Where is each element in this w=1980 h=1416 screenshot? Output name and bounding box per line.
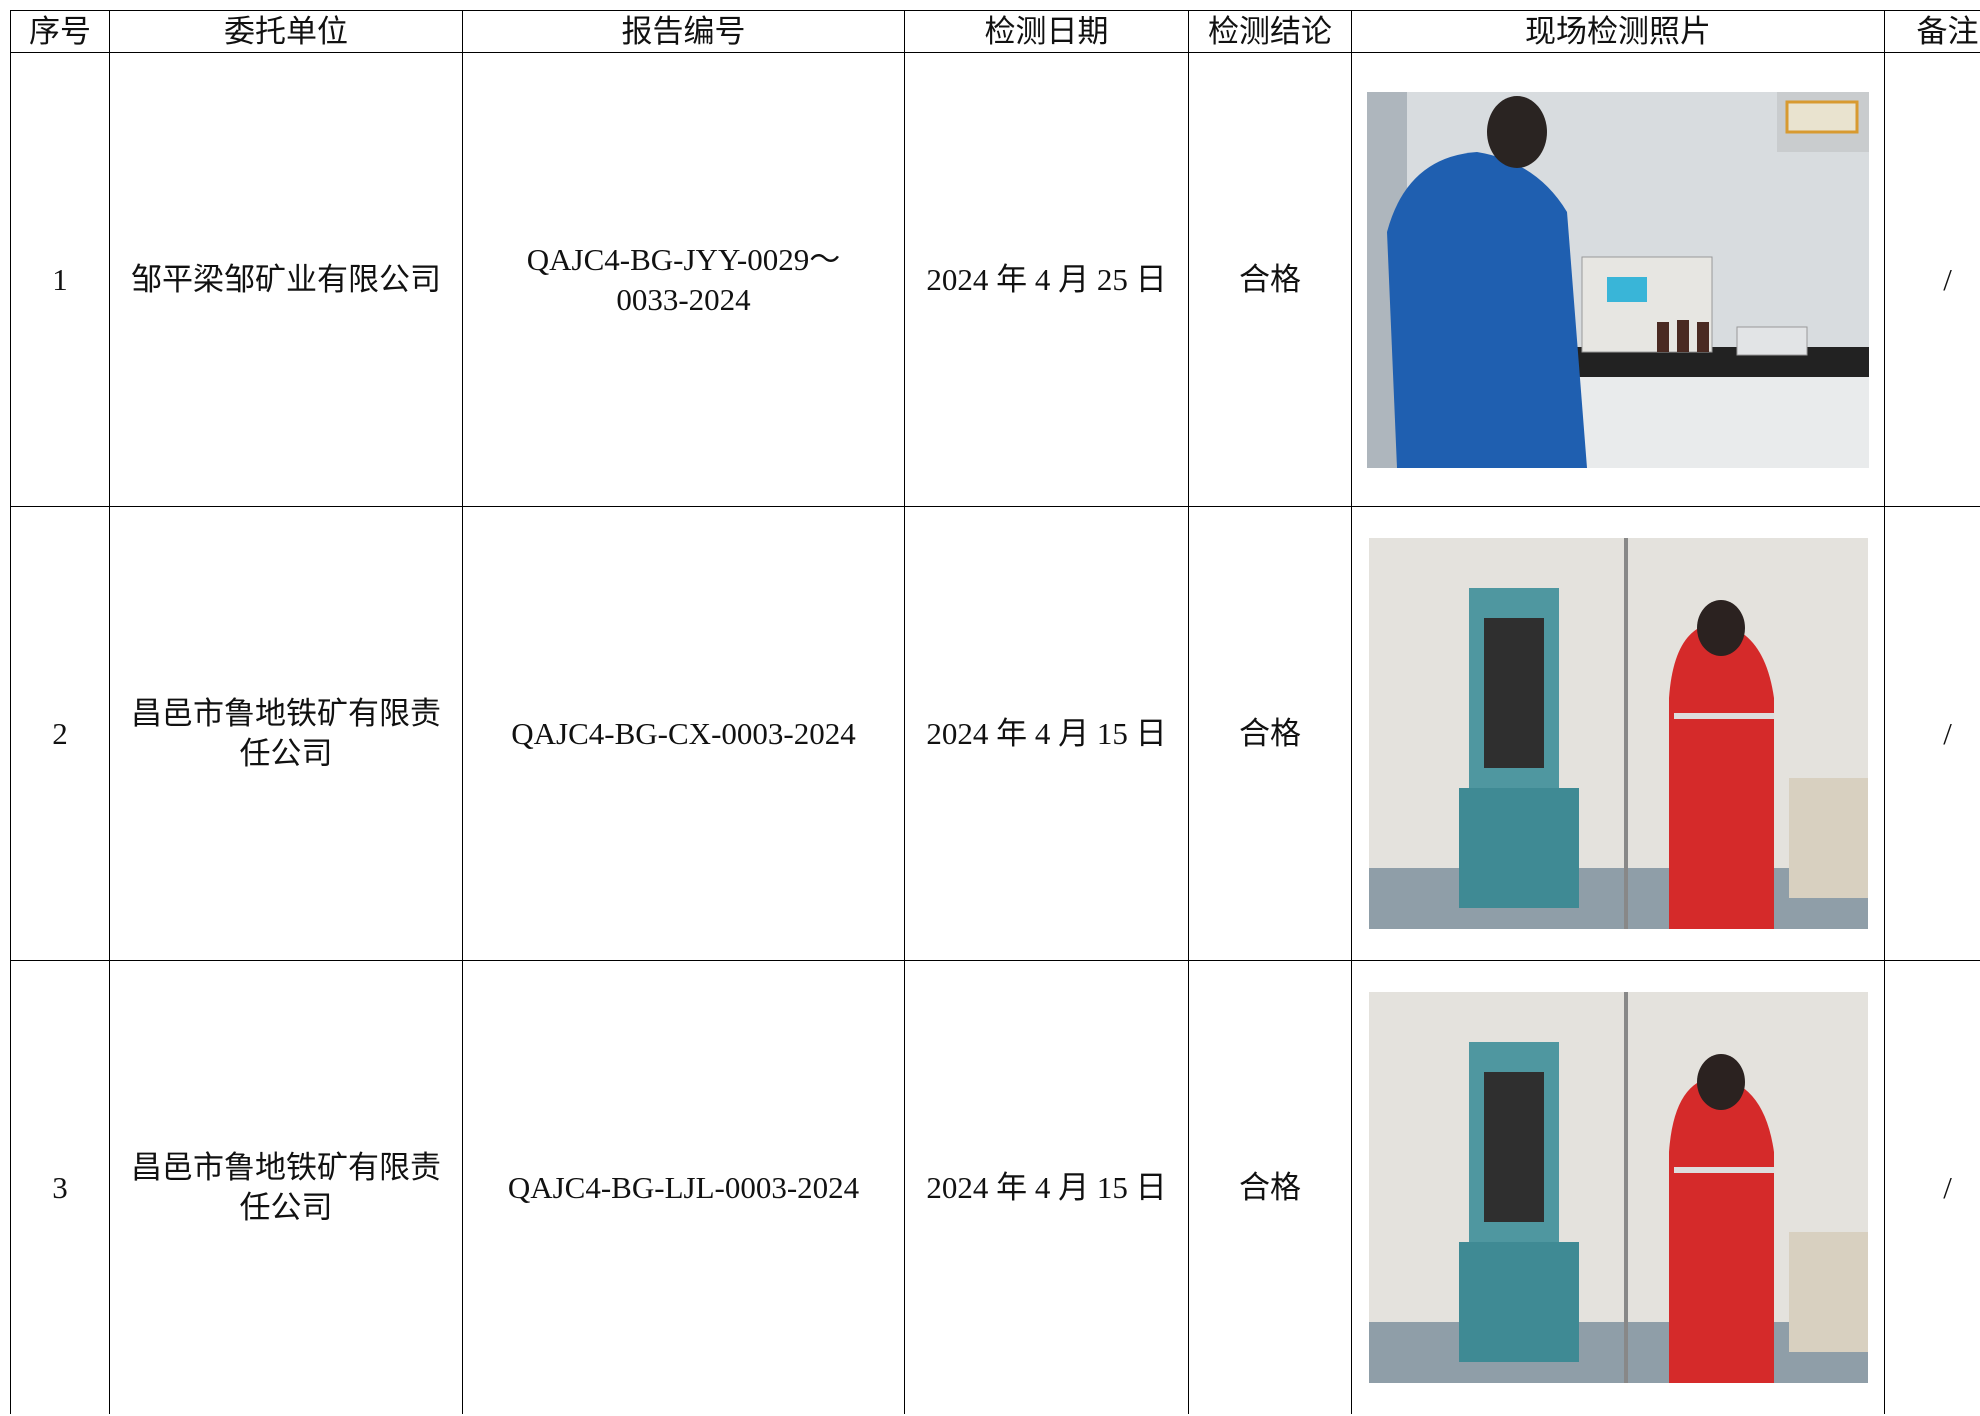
cell-photo (1351, 506, 1885, 961)
cell-report: QAJC4-BG-CX-0003-2024 (462, 506, 905, 961)
inspection-table: 序号 委托单位 报告编号 检测日期 检测结论 现场检测照片 备注 1 邹平梁邹矿… (10, 10, 1980, 1414)
header-cell: 现场检测照片 (1351, 10, 1885, 53)
report-no: QAJC4-BG-JYY-0029～0033-2024 (526, 241, 841, 317)
row: 2 昌邑市鲁地铁矿有限责任公司 QAJC4-BG-CX-0003-2024 20… (10, 506, 1980, 961)
photo-machine (1368, 538, 1868, 929)
cell-note: / (1884, 52, 1980, 507)
cell-report: QAJC4-BG-LJL-0003-2024 (462, 960, 905, 1414)
cell-unit: 昌邑市鲁地铁矿有限责任公司 (109, 506, 463, 961)
cell-unit: 昌邑市鲁地铁矿有限责任公司 (109, 960, 463, 1414)
row: 3 昌邑市鲁地铁矿有限责任公司 QAJC4-BG-LJL-0003-2024 2… (10, 960, 1980, 1414)
cell-unit: 邹平梁邹矿业有限公司 (109, 52, 463, 507)
header-cell: 检测结论 (1188, 10, 1352, 53)
photo-machine (1368, 992, 1868, 1383)
header-cell: 委托单位 (109, 10, 463, 53)
row: 1 邹平梁邹矿业有限公司 QAJC4-BG-JYY-0029～0033-2024… (10, 52, 1980, 507)
header-cell: 检测日期 (904, 10, 1189, 53)
cell-no: 1 (10, 52, 110, 507)
cell-result: 合格 (1188, 960, 1352, 1414)
header-cell: 序号 (10, 10, 110, 53)
cell-no: 3 (10, 960, 110, 1414)
header-row: 序号 委托单位 报告编号 检测日期 检测结论 现场检测照片 备注 (10, 10, 1980, 53)
cell-photo (1351, 960, 1885, 1414)
cell-date: 2024 年 4 月 15 日 (904, 506, 1189, 961)
cell-photo (1351, 52, 1885, 507)
photo-lab (1367, 91, 1869, 468)
cell-date: 2024 年 4 月 25 日 (904, 52, 1189, 507)
cell-report: QAJC4-BG-JYY-0029～0033-2024 (462, 52, 905, 507)
cell-note: / (1884, 506, 1980, 961)
cell-note: / (1884, 960, 1980, 1414)
cell-result: 合格 (1188, 506, 1352, 961)
cell-date: 2024 年 4 月 15 日 (904, 960, 1189, 1414)
cell-no: 2 (10, 506, 110, 961)
header-cell: 备注 (1884, 10, 1980, 53)
header-cell: 报告编号 (462, 10, 905, 53)
cell-result: 合格 (1188, 52, 1352, 507)
